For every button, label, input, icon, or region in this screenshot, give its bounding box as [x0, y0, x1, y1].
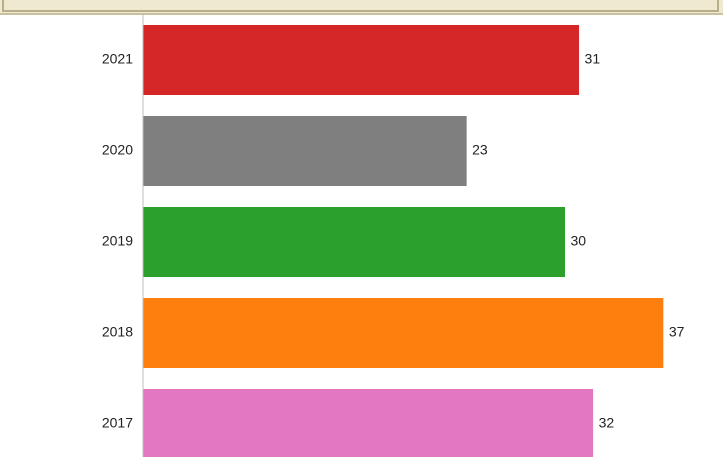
bar-2017 [143, 389, 594, 457]
value-label-2021: 31 [585, 51, 601, 67]
category-label-2020: 2020 [102, 142, 133, 158]
bar-2020 [143, 116, 467, 186]
bar-2019 [143, 207, 565, 277]
value-label-2017: 32 [599, 415, 615, 431]
labels-layer: 2021 31 2020 23 2019 30 2018 37 2017 32 [102, 51, 685, 431]
category-label-2018: 2018 [102, 324, 133, 340]
category-label-2021: 2021 [102, 51, 133, 67]
value-label-2020: 23 [472, 142, 488, 158]
chart-top-border-inner [2, 0, 719, 12]
value-label-2019: 30 [571, 233, 587, 249]
chart-top-border [0, 0, 723, 15]
bar-2018 [143, 298, 664, 368]
value-label-2018: 37 [669, 324, 685, 340]
bars-layer [143, 25, 664, 457]
category-label-2017: 2017 [102, 415, 133, 431]
category-label-2019: 2019 [102, 233, 133, 249]
bar-2021 [143, 25, 580, 95]
